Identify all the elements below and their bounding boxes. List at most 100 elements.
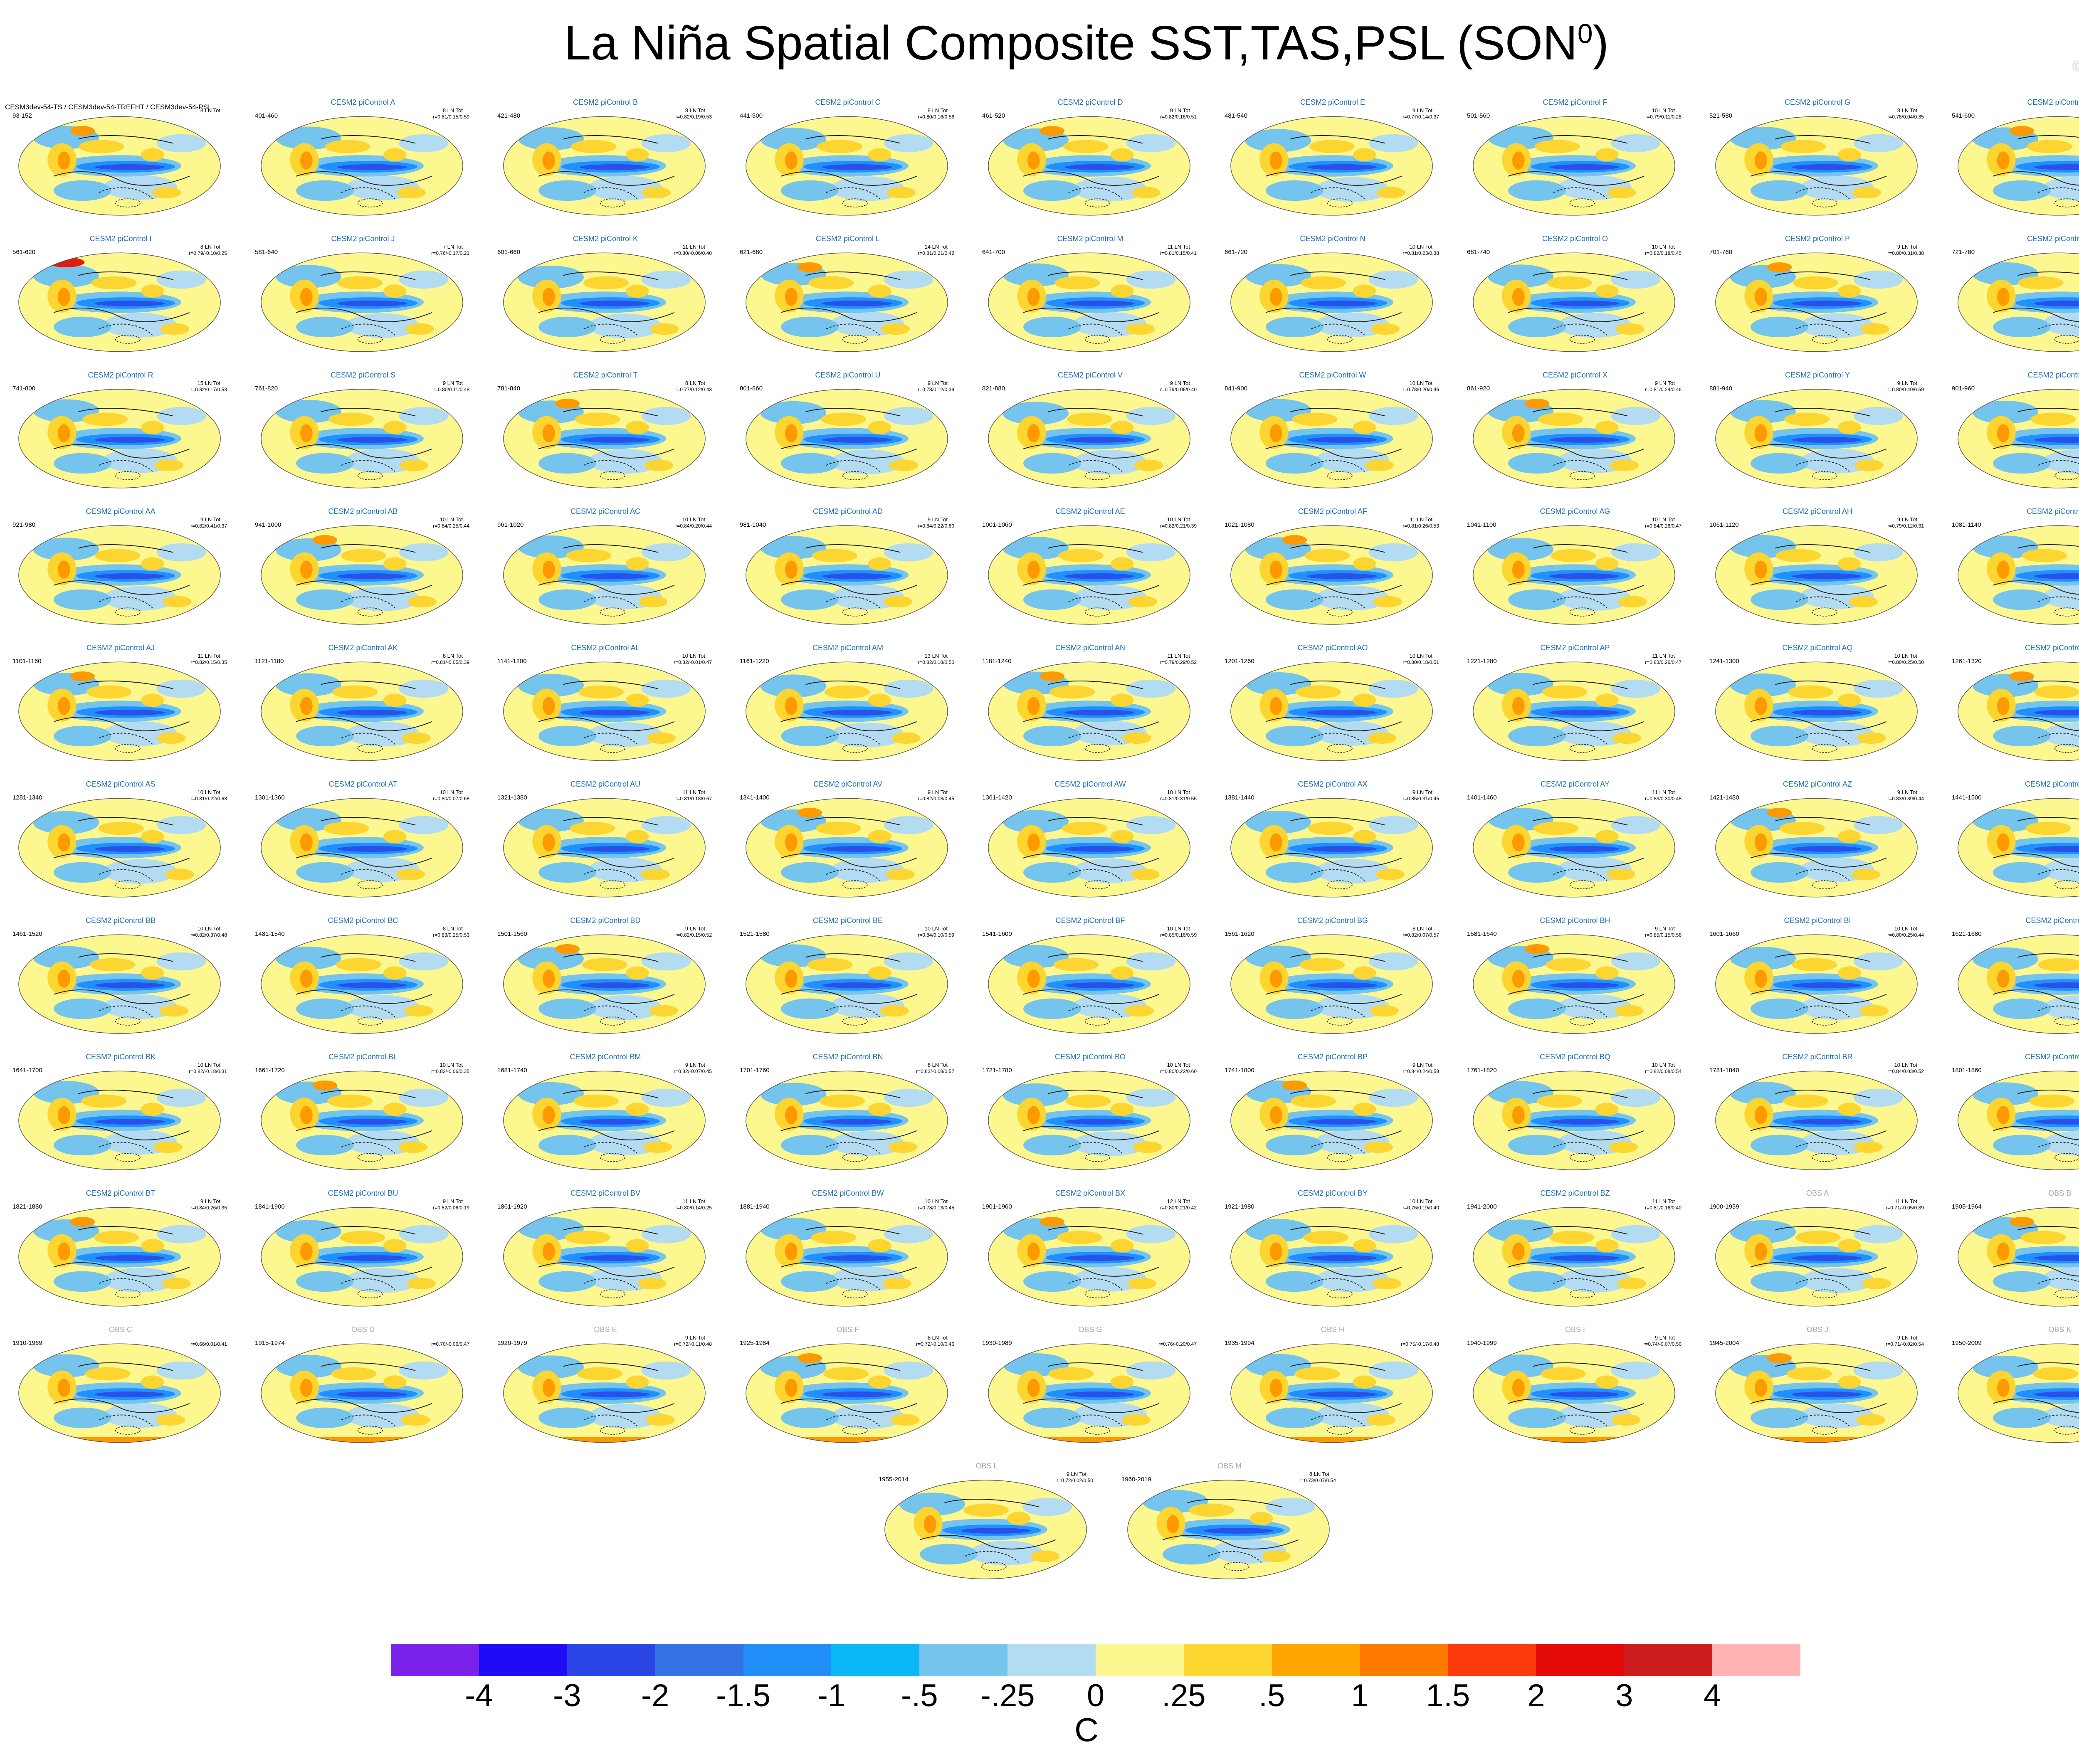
panel-event-count: 10 LN Tot bbox=[440, 1062, 463, 1068]
panel-correlation: r=0.84/0.24/0.58 bbox=[1402, 1068, 1439, 1074]
map-panel: CESM2 piControl K 601-660 11 LN Tot r=0.80/… bbox=[493, 234, 718, 361]
robinson-map bbox=[988, 252, 1190, 352]
panel-correlation: r=0.71/-0.02/0.54 bbox=[1886, 1341, 1924, 1347]
map-panel: CESM2 piControl BC 1481-1540 8 LN Tot r=0.8… bbox=[251, 916, 475, 1043]
panel-title: CESM2 piControl L bbox=[815, 234, 880, 243]
panel-title: CESM2 piControl BW bbox=[812, 1189, 884, 1197]
colorbar-swatch bbox=[831, 1644, 920, 1676]
panel-title: CESM2 piControl AT bbox=[328, 780, 398, 788]
map-panel: OBS A 1900-1959 11 LN Tot r=0.71/-0.05/0.39 bbox=[1705, 1189, 1930, 1315]
panel-years: 1061-1120 bbox=[1709, 521, 1739, 528]
panel-event-count: 8 LN Tot bbox=[442, 925, 463, 932]
map-panel: CESM2 piControl V 821-880 9 LN Tot r=0.79/0… bbox=[978, 371, 1202, 497]
robinson-map bbox=[1715, 1343, 1918, 1443]
panel-years: 801-860 bbox=[740, 385, 763, 392]
panel-event-count: 10 LN Tot bbox=[924, 925, 948, 932]
robinson-map bbox=[18, 1071, 221, 1170]
panel-event-count: 9 LN Tot bbox=[1412, 789, 1432, 795]
map-panel: CESM2 piControl AL 1141-1200 10 LN Tot r=0.… bbox=[493, 644, 718, 770]
map-panel: CESM2 piControl AM 1161-1220 13 LN Tot r=0.… bbox=[736, 644, 960, 770]
robinson-map bbox=[746, 1071, 948, 1170]
robinson-map bbox=[988, 1207, 1190, 1307]
panel-title: CESM2 piControl BM bbox=[570, 1053, 641, 1061]
panel-correlation: r=0.84/0.10/0.59 bbox=[918, 932, 954, 938]
map-panel: OBS H 1935-1994 r=0.75/-0.17/0.48 bbox=[1220, 1325, 1445, 1452]
robinson-map bbox=[1473, 798, 1675, 898]
map-panel: CESM2 piControl AO 1201-1260 10 LN Tot r=0.… bbox=[1220, 644, 1445, 770]
panel-title: CESM2 piControl BJ bbox=[2025, 916, 2079, 925]
map-panel: CESM2 piControl BT 1821-1880 9 LN Tot r=0.8… bbox=[8, 1189, 233, 1315]
panel-correlation: r=0.78/0.20/0.46 bbox=[1402, 387, 1439, 392]
panel-title: CESM2 piControl U bbox=[815, 371, 881, 379]
map-panel: CESM2 piControl BX 1901-1960 12 LN Tot r=0.… bbox=[978, 1189, 1202, 1315]
panel-title: CESM2 piControl I bbox=[89, 234, 152, 243]
colorbar-swatch bbox=[391, 1644, 479, 1676]
map-panel: CESM2 piControl W 841-900 10 LN Tot r=0.78/… bbox=[1220, 371, 1445, 497]
robinson-map bbox=[1958, 1343, 2079, 1443]
panel-title: CESM2 piControl AL bbox=[571, 644, 640, 652]
map-panel: CESM2 piControl M 641-700 11 LN Tot r=0.81/… bbox=[978, 234, 1202, 361]
panel-years: 1001-1060 bbox=[982, 521, 1012, 528]
map-panel: CESM2 piControl C 441-500 8 LN Tot r=0.80/0… bbox=[736, 98, 960, 225]
map-panel: CESM2 piControl G 521-580 8 LN Tot r=0.78/0… bbox=[1705, 98, 1930, 225]
panel-event-count: 11 LN Tot bbox=[1167, 653, 1190, 659]
panel-event-count: 8 LN Tot bbox=[927, 1335, 948, 1341]
panel-title: CESM2 piControl AO bbox=[1297, 644, 1368, 652]
panel-years: 1681-1740 bbox=[497, 1067, 527, 1074]
colorbar-swatch bbox=[1007, 1644, 1096, 1676]
panel-correlation: r=0.84/0.25/0.44 bbox=[433, 523, 469, 529]
panel-correlation: r=0.72/-0.11/0.48 bbox=[674, 1341, 712, 1347]
panel-years: 641-700 bbox=[982, 249, 1005, 256]
panel-correlation: r=0.78/0.13/0.45 bbox=[918, 1205, 954, 1211]
panel-event-count: 9 LN Tot bbox=[1412, 107, 1432, 113]
panel-years: 1910-1969 bbox=[12, 1340, 42, 1347]
robinson-map bbox=[503, 1343, 706, 1443]
map-panel: CESM2 piControl N 661-720 10 LN Tot r=0.81/… bbox=[1220, 234, 1445, 361]
panel-event-count: 9 LN Tot bbox=[1412, 1062, 1432, 1068]
panel-event-count: 10 LN Tot bbox=[1409, 653, 1432, 659]
panel-correlation: r=0.82/0.17/0.53 bbox=[190, 387, 227, 392]
panel-event-count: 7 LN Tot bbox=[442, 244, 463, 250]
robinson-map bbox=[1473, 934, 1675, 1034]
map-panel: CESM2 piControl AI1081-11408 LN Totr=0.8… bbox=[1948, 507, 2079, 634]
panel-title: CESM2 piControl AG bbox=[1540, 507, 1610, 516]
robinson-map bbox=[18, 252, 221, 352]
panel-title: CESM2 piControl P bbox=[1785, 234, 1850, 243]
panel-title: CESM2 piControl BC bbox=[328, 916, 398, 925]
title-close: ) bbox=[1593, 16, 1609, 70]
map-panel: CESM2 piControl BY 1921-1980 10 LN Tot r=0.… bbox=[1220, 1189, 1445, 1315]
colorbar-tick-label: -1 bbox=[817, 1678, 846, 1713]
panel-title: CESM2 piControl S bbox=[330, 371, 396, 379]
panel-years: 861-920 bbox=[1467, 385, 1490, 392]
panel-correlation: r=0.84/0.03/0.52 bbox=[1887, 1068, 1924, 1074]
panel-years: 1930-1989 bbox=[982, 1340, 1012, 1347]
panel-correlation: r=0.81/0.16/0.40 bbox=[1645, 1205, 1681, 1211]
panel-years: 901-960 bbox=[1952, 385, 1975, 392]
panel-years: 561-620 bbox=[12, 249, 36, 256]
panel-years: 761-820 bbox=[255, 385, 278, 392]
panel-years: 581-640 bbox=[255, 249, 278, 256]
panel-title: CESM2 piControl AI bbox=[2026, 507, 2079, 516]
robinson-map bbox=[1230, 389, 1433, 488]
panel-correlation: r=0.78/0.04/0.35 bbox=[1887, 114, 1924, 120]
colorbar-swatch bbox=[1712, 1644, 1800, 1676]
panel-years: 681-740 bbox=[1467, 249, 1490, 256]
panel-title: CESM2 piControl AS bbox=[86, 780, 156, 788]
panel-title: CESM2 piControl BI bbox=[1784, 916, 1851, 925]
map-panel: CESM2 piControl AX 1381-1440 9 LN Tot r=0.8… bbox=[1220, 780, 1445, 906]
panel-years: 1841-1900 bbox=[255, 1203, 285, 1210]
map-panel: CESM2 piControl AD 981-1040 9 LN Tot r=0.84… bbox=[736, 507, 960, 634]
panel-years: 1955-2014 bbox=[879, 1476, 909, 1483]
map-panel: CESM2 piControl BM 1681-1740 9 LN Tot r=0.8… bbox=[493, 1053, 718, 1179]
panel-title: CESM2 piControl BQ bbox=[1539, 1053, 1611, 1061]
map-panel: CESM2 piControl AG 1041-1100 10 LN Tot r=0.… bbox=[1463, 507, 1687, 634]
robinson-map bbox=[261, 252, 463, 352]
map-panel: CESM2 piControl AQ 1241-1300 10 LN Tot r=0.… bbox=[1705, 644, 1930, 770]
panel-title: CESM2 piControl BZ bbox=[1540, 1189, 1610, 1197]
panel-event-count: 8 LN Tot bbox=[442, 107, 463, 113]
robinson-map bbox=[1958, 1207, 2079, 1307]
panel-correlation: r=0.72/0.02/0.50 bbox=[1057, 1478, 1093, 1483]
panel-years: 1960-2019 bbox=[1121, 1476, 1151, 1483]
map-panel: CESM2 piControl AY 1401-1460 11 LN Tot r=0.… bbox=[1463, 780, 1687, 906]
panel-title: CESM2 piControl AH bbox=[1782, 507, 1853, 516]
